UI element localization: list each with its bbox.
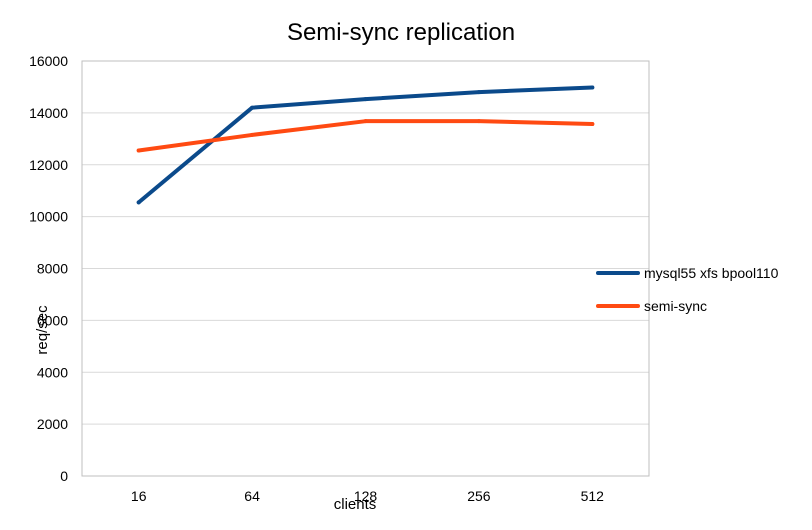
legend-label: semi-sync — [644, 298, 707, 314]
y-tick-label: 4000 — [37, 364, 68, 380]
y-tick-label: 16000 — [29, 53, 68, 69]
x-tick-label: 16 — [131, 488, 147, 504]
y-tick-label: 14000 — [29, 105, 68, 121]
y-tick-label: 12000 — [29, 157, 68, 173]
data-point — [363, 97, 368, 102]
data-point — [250, 105, 255, 110]
data-point — [363, 119, 368, 124]
y-tick-label: 6000 — [37, 312, 68, 328]
data-point — [136, 200, 141, 205]
x-tick-label: 256 — [467, 488, 491, 504]
data-point — [476, 119, 481, 124]
x-tick-label: 128 — [354, 488, 378, 504]
data-point — [250, 132, 255, 137]
legend-label: mysql55 xfs bpool110 — [644, 265, 779, 281]
chart-title: Semi-sync replication — [287, 19, 515, 46]
y-tick-label: 10000 — [29, 209, 68, 225]
y-tick-label: 0 — [60, 468, 68, 484]
y-axis-ticks: 0 2000 4000 6000 8000 10000 12000 14000 16000 — [29, 53, 68, 484]
y-tick-label: 2000 — [37, 416, 68, 432]
legend: mysql55 xfs bpool110 semi-sync — [596, 265, 779, 314]
data-point — [136, 148, 141, 153]
x-tick-label: 512 — [581, 488, 605, 504]
data-point — [590, 85, 595, 90]
y-axis-label: req/sec — [34, 305, 51, 355]
series-line-1 — [136, 85, 595, 205]
x-axis-label: clients — [334, 496, 377, 513]
x-tick-label: 64 — [244, 488, 260, 504]
y-tick-label: 8000 — [37, 261, 68, 277]
data-point — [476, 90, 481, 95]
data-point — [590, 122, 595, 127]
x-axis-ticks: 16 64 128 256 512 — [131, 488, 604, 504]
plot-area-border — [81, 60, 650, 477]
series-lines — [136, 85, 595, 205]
